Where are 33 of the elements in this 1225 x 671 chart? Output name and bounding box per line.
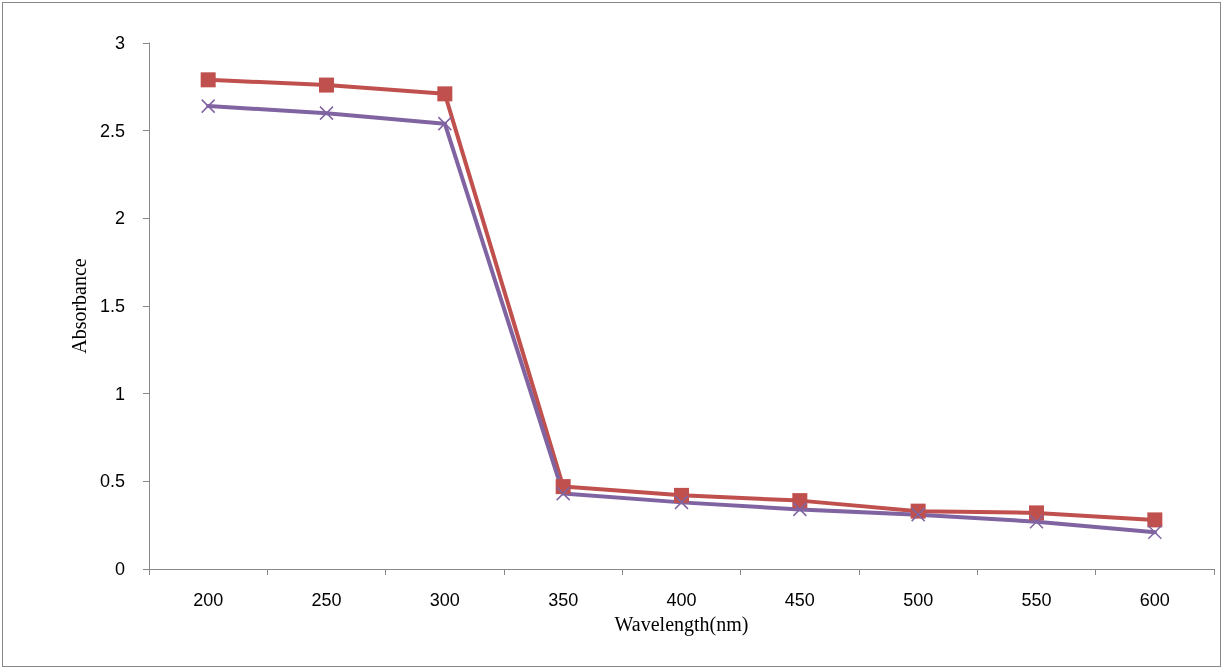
point [792, 493, 808, 509]
point [1029, 514, 1044, 529]
point [319, 77, 334, 93]
x-axis-title: Wavelength(nm) [614, 612, 749, 636]
point [437, 86, 453, 102]
point [1029, 505, 1044, 521]
y-tick-label: 1.5 [99, 296, 125, 316]
x-tick-label: 300 [429, 590, 460, 610]
y-tick-label: 3 [114, 33, 125, 53]
point [200, 72, 216, 88]
y-tick-label: 0.5 [99, 471, 125, 492]
x-tick-label: 250 [311, 590, 342, 610]
point [1147, 512, 1163, 528]
x-tick-label: 550 [1021, 590, 1052, 610]
point [674, 495, 689, 510]
y-tick-label: 2.5 [99, 120, 125, 141]
point [319, 105, 334, 121]
x-tick-label: 200 [193, 590, 224, 610]
x-tick-label: 350 [548, 590, 579, 610]
point [555, 486, 571, 501]
x-tick-label: 450 [784, 590, 815, 610]
point [437, 116, 453, 131]
x-tick-label: 400 [666, 590, 697, 610]
y-tick-label: 1 [114, 383, 125, 404]
y-tick-label: 2 [114, 208, 125, 229]
x-tick-label: 600 [1139, 590, 1170, 610]
point [792, 502, 808, 517]
point [200, 98, 216, 114]
x-tick-label: 500 [903, 590, 934, 610]
y-tick-label: 0 [114, 559, 125, 579]
point [910, 507, 926, 522]
point [1147, 524, 1163, 540]
y-axis-title: Absorbance [68, 258, 90, 354]
